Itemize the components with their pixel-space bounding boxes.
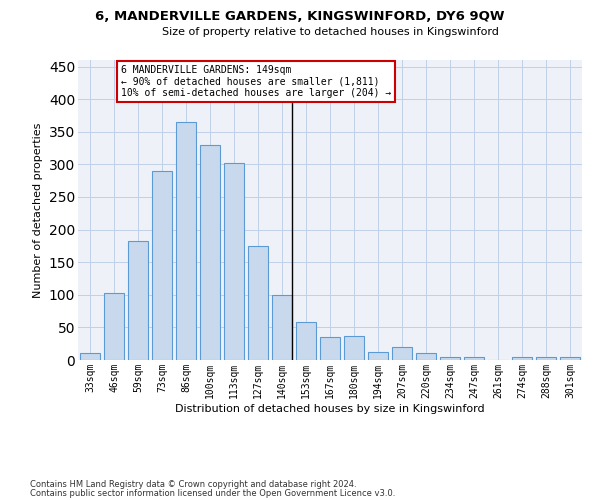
Bar: [440, 356, 460, 360]
Text: Contains HM Land Registry data © Crown copyright and database right 2024.: Contains HM Land Registry data © Crown c…: [30, 480, 356, 489]
Text: 6, MANDERVILLE GARDENS, KINGSWINFORD, DY6 9QW: 6, MANDERVILLE GARDENS, KINGSWINFORD, DY…: [95, 10, 505, 23]
Bar: [104, 293, 124, 360]
Bar: [368, 352, 388, 360]
Bar: [128, 240, 148, 360]
Bar: [272, 295, 292, 360]
Bar: [320, 337, 340, 360]
Bar: [80, 354, 100, 360]
Bar: [248, 246, 268, 360]
Text: 6 MANDERVILLE GARDENS: 149sqm
← 90% of detached houses are smaller (1,811)
10% o: 6 MANDERVILLE GARDENS: 149sqm ← 90% of d…: [121, 65, 391, 98]
Bar: [560, 358, 580, 360]
Y-axis label: Number of detached properties: Number of detached properties: [33, 122, 43, 298]
Bar: [296, 322, 316, 360]
Text: Contains public sector information licensed under the Open Government Licence v3: Contains public sector information licen…: [30, 489, 395, 498]
Bar: [416, 353, 436, 360]
Bar: [200, 145, 220, 360]
Bar: [512, 356, 532, 360]
Bar: [392, 347, 412, 360]
Bar: [224, 163, 244, 360]
Title: Size of property relative to detached houses in Kingswinford: Size of property relative to detached ho…: [161, 27, 499, 37]
Bar: [344, 336, 364, 360]
X-axis label: Distribution of detached houses by size in Kingswinford: Distribution of detached houses by size …: [175, 404, 485, 413]
Bar: [464, 356, 484, 360]
Bar: [536, 358, 556, 360]
Bar: [176, 122, 196, 360]
Bar: [152, 171, 172, 360]
